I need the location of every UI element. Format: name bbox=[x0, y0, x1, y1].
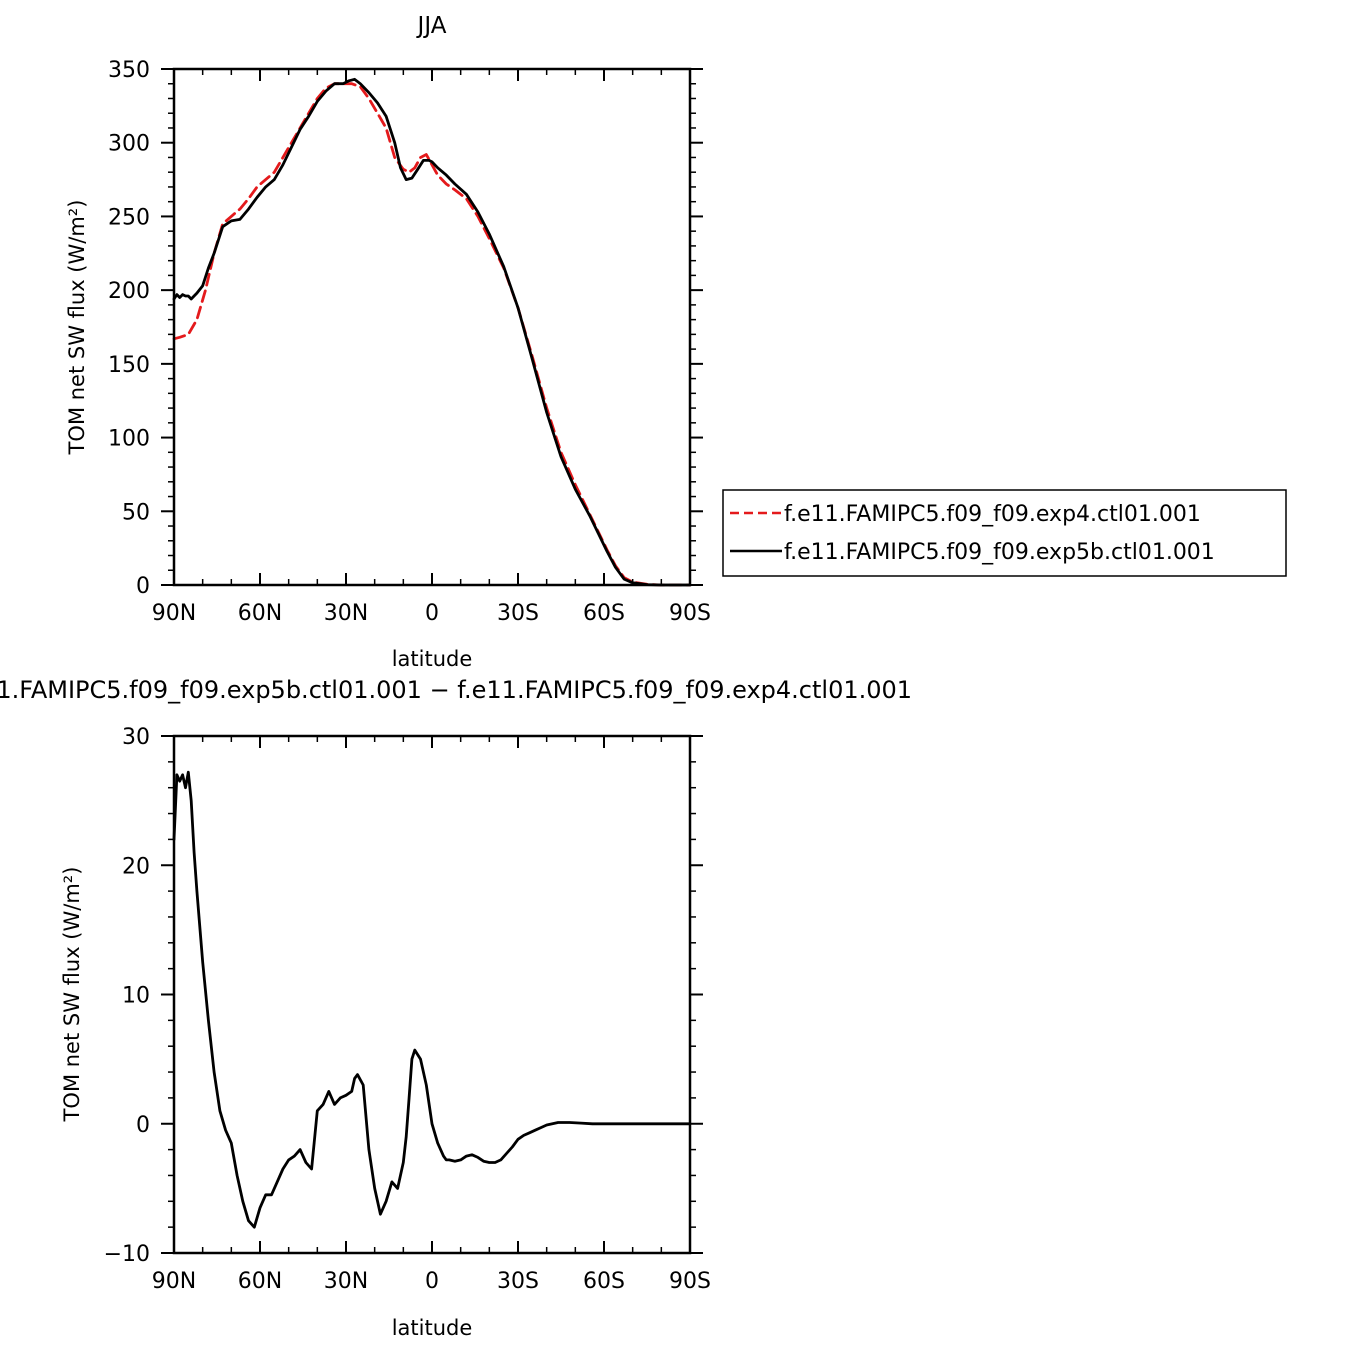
top-series-lines bbox=[172, 77, 692, 587]
top-x-tick-label: 60N bbox=[238, 601, 282, 626]
legend: f.e11.FAMIPC5.f09_f09.exp4.ctl01.001 f.e… bbox=[722, 489, 1287, 577]
bottom-y-tick-label: 20 bbox=[122, 854, 150, 879]
top-plot-frame bbox=[172, 67, 692, 587]
bottom-x-tick-label: 60N bbox=[238, 1269, 282, 1294]
top-y-tick-label: 100 bbox=[108, 427, 150, 452]
top-y-tick-label: 300 bbox=[108, 132, 150, 157]
top-y-tick-label: 200 bbox=[108, 279, 150, 304]
top-y-tick-label: 150 bbox=[108, 353, 150, 378]
bottom-x-tick-label: 60S bbox=[583, 1269, 625, 1294]
bottom-x-tick-label: 0 bbox=[425, 1269, 439, 1294]
top-chart-title: JJA bbox=[416, 13, 447, 39]
top-series-line-0 bbox=[172, 82, 692, 587]
top-y-tick-label: 350 bbox=[108, 58, 150, 83]
top-x-axis-label: latitude bbox=[392, 647, 473, 671]
top-x-tick-label: 60S bbox=[583, 601, 625, 626]
top-panel: JJA 90N 60N 30N 0 30S 60S 90S 0 50 100 150 200 250 30… bbox=[65, 13, 1287, 671]
bottom-x-tick-label: 30S bbox=[497, 1269, 539, 1294]
legend-label-exp4: f.e11.FAMIPC5.f09_f09.exp4.ctl01.001 bbox=[784, 502, 1201, 527]
top-x-tick-label: 90N bbox=[152, 601, 196, 626]
bottom-x-tick-label: 30N bbox=[324, 1269, 368, 1294]
top-x-tick-label: 30N bbox=[324, 601, 368, 626]
top-x-tick-label: 30S bbox=[497, 601, 539, 626]
top-x-tick-label: 0 bbox=[425, 601, 439, 626]
bottom-axis-ticks: 90N 60N 30N 0 30S 60S 90S −10 0 10 20 30 bbox=[104, 725, 711, 1294]
bottom-y-tick-label: 30 bbox=[122, 725, 150, 750]
bottom-x-tick-label: 90S bbox=[669, 1269, 711, 1294]
top-y-axis-label: TOM net SW flux (W/m²) bbox=[65, 200, 89, 456]
bottom-y-tick-label: 0 bbox=[136, 1113, 150, 1138]
top-y-tick-label: 250 bbox=[108, 205, 150, 230]
bottom-panel: f.e11.FAMIPC5.f09_f09.exp5b.ctl01.001 − … bbox=[0, 676, 912, 1340]
bottom-x-axis-label: latitude bbox=[392, 1316, 473, 1340]
top-x-tick-label: 90S bbox=[669, 601, 711, 626]
bottom-series-line-0 bbox=[172, 770, 692, 1229]
bottom-y-tick-label: −10 bbox=[104, 1242, 150, 1267]
bottom-series-lines bbox=[172, 770, 692, 1229]
bottom-plot-frame bbox=[172, 734, 692, 1255]
legend-label-exp5b: f.e11.FAMIPC5.f09_f09.exp5b.ctl01.001 bbox=[784, 540, 1215, 565]
bottom-x-tick-label: 90N bbox=[152, 1269, 196, 1294]
top-series-line-1 bbox=[172, 77, 692, 587]
bottom-y-tick-label: 10 bbox=[122, 984, 150, 1009]
top-axis-ticks: 90N 60N 30N 0 30S 60S 90S 0 50 100 150 200 250 300 350 bbox=[108, 58, 711, 626]
bottom-chart-title: f.e11.FAMIPC5.f09_f09.exp5b.ctl01.001 − … bbox=[0, 676, 912, 704]
top-y-tick-label: 50 bbox=[122, 500, 150, 525]
legend-box bbox=[722, 489, 1287, 577]
bottom-y-axis-label: TOM net SW flux (W/m²) bbox=[60, 867, 84, 1123]
top-y-tick-label: 0 bbox=[136, 574, 150, 599]
